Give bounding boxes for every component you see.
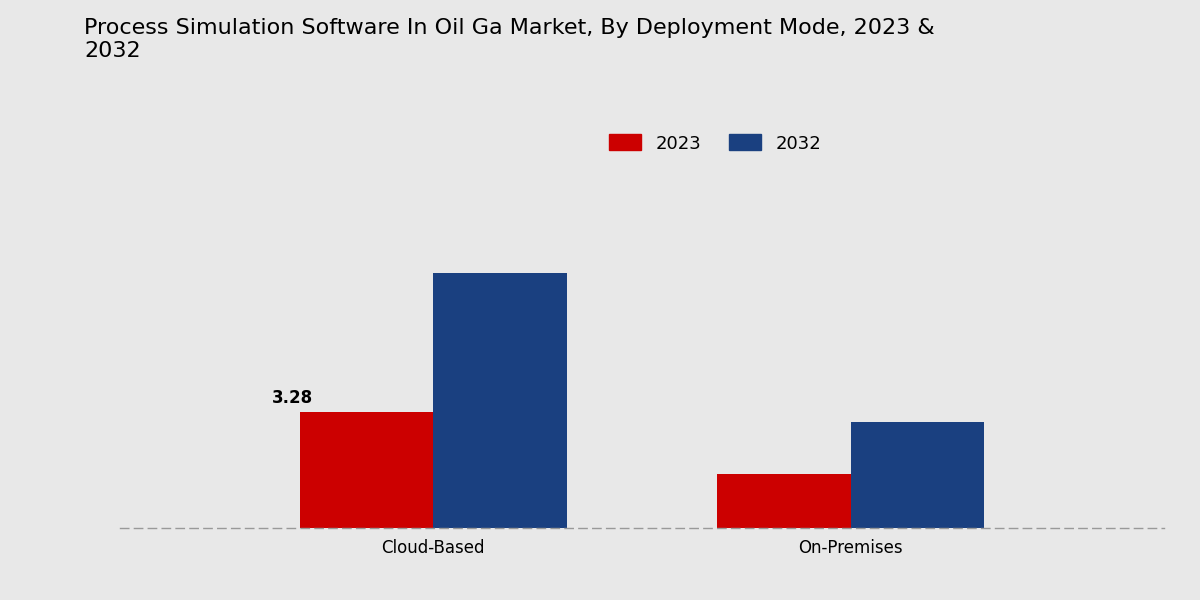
Bar bbox=[851, 422, 984, 528]
Text: 3.28: 3.28 bbox=[272, 389, 313, 407]
Text: Process Simulation Software In Oil Ga Market, By Deployment Mode, 2023 &
2032: Process Simulation Software In Oil Ga Ma… bbox=[84, 18, 935, 61]
Bar bbox=[433, 274, 566, 528]
Bar bbox=[718, 474, 851, 528]
Bar bbox=[300, 412, 433, 528]
Legend: 2023, 2032: 2023, 2032 bbox=[601, 127, 828, 160]
